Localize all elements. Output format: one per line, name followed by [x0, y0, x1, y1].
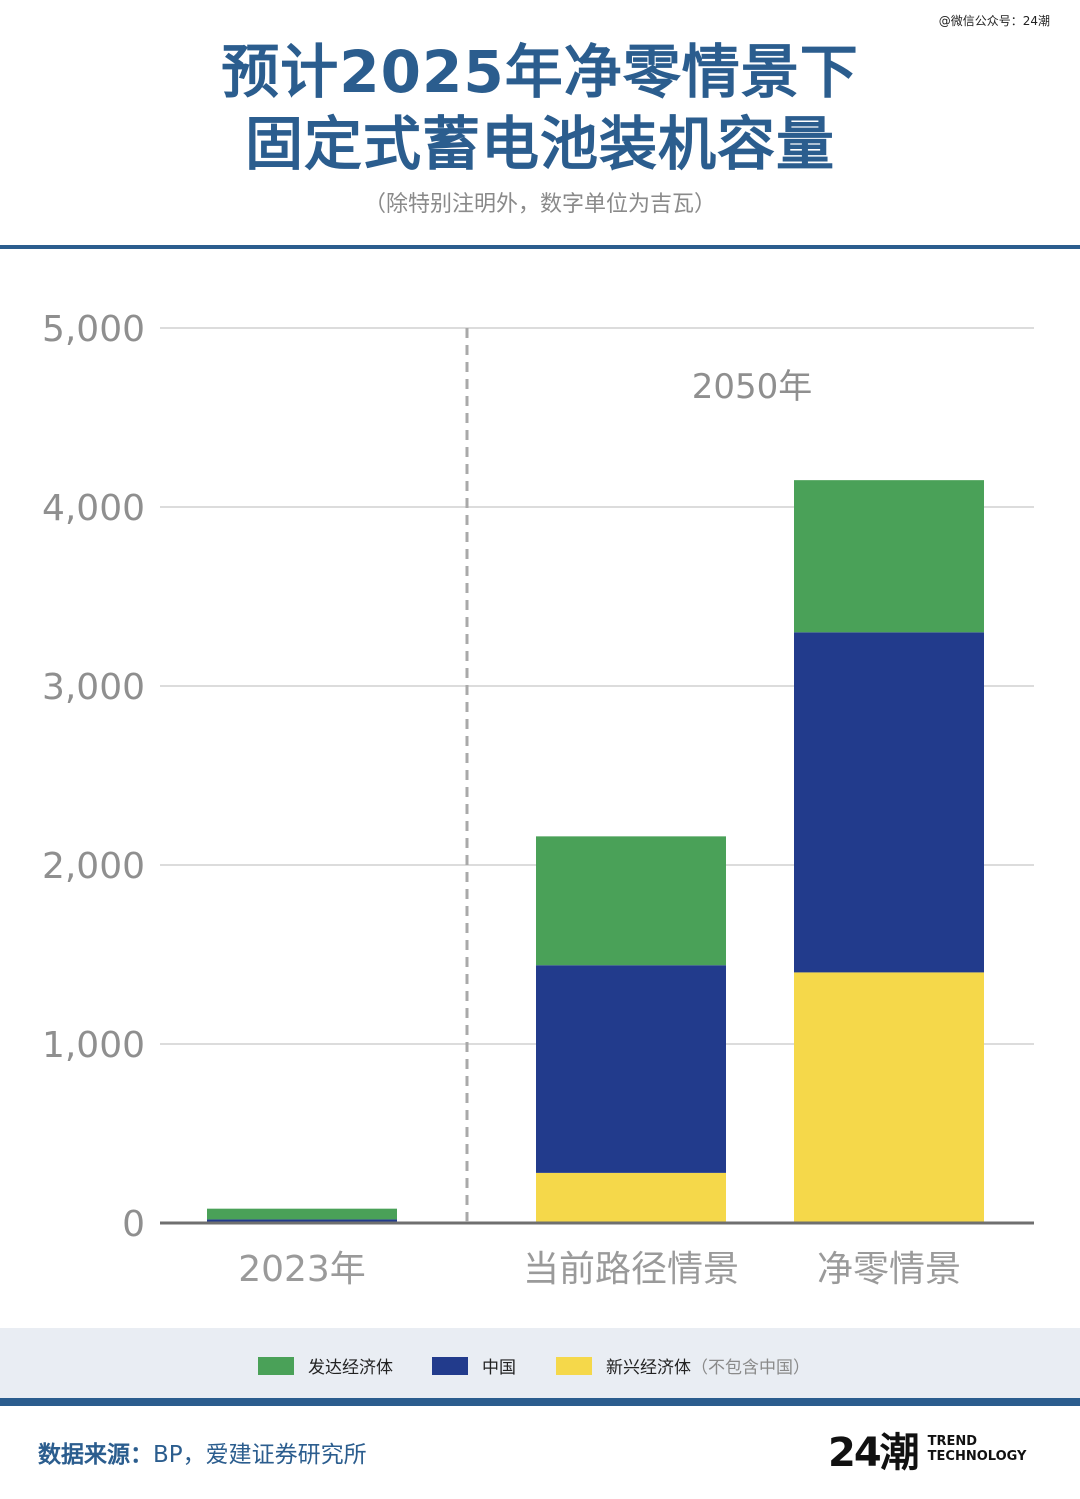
logo-mark: 24潮 [828, 1430, 920, 1476]
bar-segment [794, 632, 984, 973]
logo-text: TREND TECHNOLOGY [928, 1434, 1027, 1464]
legend-label-emerging: 新兴经济体 [606, 1358, 691, 1378]
y-tick-label: 2,000 [42, 846, 145, 887]
y-axis-ticks: 0 1,000 2,000 3,000 4,000 5,000 [42, 309, 145, 1245]
title-line-2: 固定式蓄电池装机容量 [244, 110, 835, 178]
logo-line-2: TECHNOLOGY [927, 1449, 1027, 1464]
footer-divider [0, 1398, 1080, 1406]
annotation-2050: 2050年 [692, 367, 813, 407]
chart-title: 预计2025年净零情景下 固定式蓄电池装机容量 [0, 36, 1080, 180]
legend-item-emerging: 新兴经济体 （不包含中国） [556, 1353, 810, 1378]
y-tick-label: 3,000 [42, 667, 145, 708]
bar-segment [536, 1172, 726, 1223]
legend-item-developed: 发达经济体 [258, 1353, 393, 1378]
bar-segment [536, 836, 726, 966]
legend-item-china: 中国 [432, 1353, 516, 1378]
bar-segment [794, 480, 984, 633]
legend-note-emerging: （不包含中国） [691, 1358, 810, 1378]
legend-label-china: 中国 [482, 1358, 516, 1378]
x-tick-label: 净零情景 [817, 1249, 961, 1290]
legend-swatch-china [432, 1356, 468, 1375]
x-axis-ticks: 2023年 当前路径情景 净零情景 [238, 1249, 961, 1290]
y-tick-label: 1,000 [42, 1025, 145, 1066]
source-label: 数据来源： [38, 1442, 153, 1468]
bar-segment [794, 972, 984, 1223]
x-tick-label: 当前路径情景 [523, 1249, 739, 1290]
brand-logo: 24潮 TREND TECHNOLOGY [828, 1420, 1026, 1478]
title-line-1: 预计2025年净零情景下 [221, 38, 859, 106]
logo-line-1: TREND [927, 1434, 978, 1449]
y-tick-label: 4,000 [42, 488, 145, 529]
bars [207, 480, 984, 1223]
watermark: @微信公众号：24潮 [938, 14, 1050, 28]
bar-segment [207, 1208, 397, 1220]
legend-swatch-developed [258, 1356, 294, 1375]
legend-label-developed: 发达经济体 [308, 1358, 393, 1378]
source-text: BP，爱建证券研究所 [153, 1442, 367, 1468]
bar-chart: 0 1,000 2,000 3,000 4,000 5,000 2023年 当前路径情景 净零… [42, 309, 1034, 1290]
legend: 发达经济体 中国 新兴经济体 （不包含中国） [0, 1328, 1080, 1398]
x-tick-label: 2023年 [238, 1249, 366, 1290]
header-divider [0, 245, 1080, 249]
y-tick-label: 0 [122, 1204, 145, 1245]
y-tick-label: 5,000 [42, 309, 145, 350]
legend-swatch-emerging [556, 1356, 592, 1375]
bar-segment [207, 1219, 397, 1223]
data-source: 数据来源：BP，爱建证券研究所 [38, 1435, 367, 1469]
chart-subtitle: （除特别注明外，数字单位为吉瓦） [363, 192, 716, 217]
bar-segment [536, 965, 726, 1173]
